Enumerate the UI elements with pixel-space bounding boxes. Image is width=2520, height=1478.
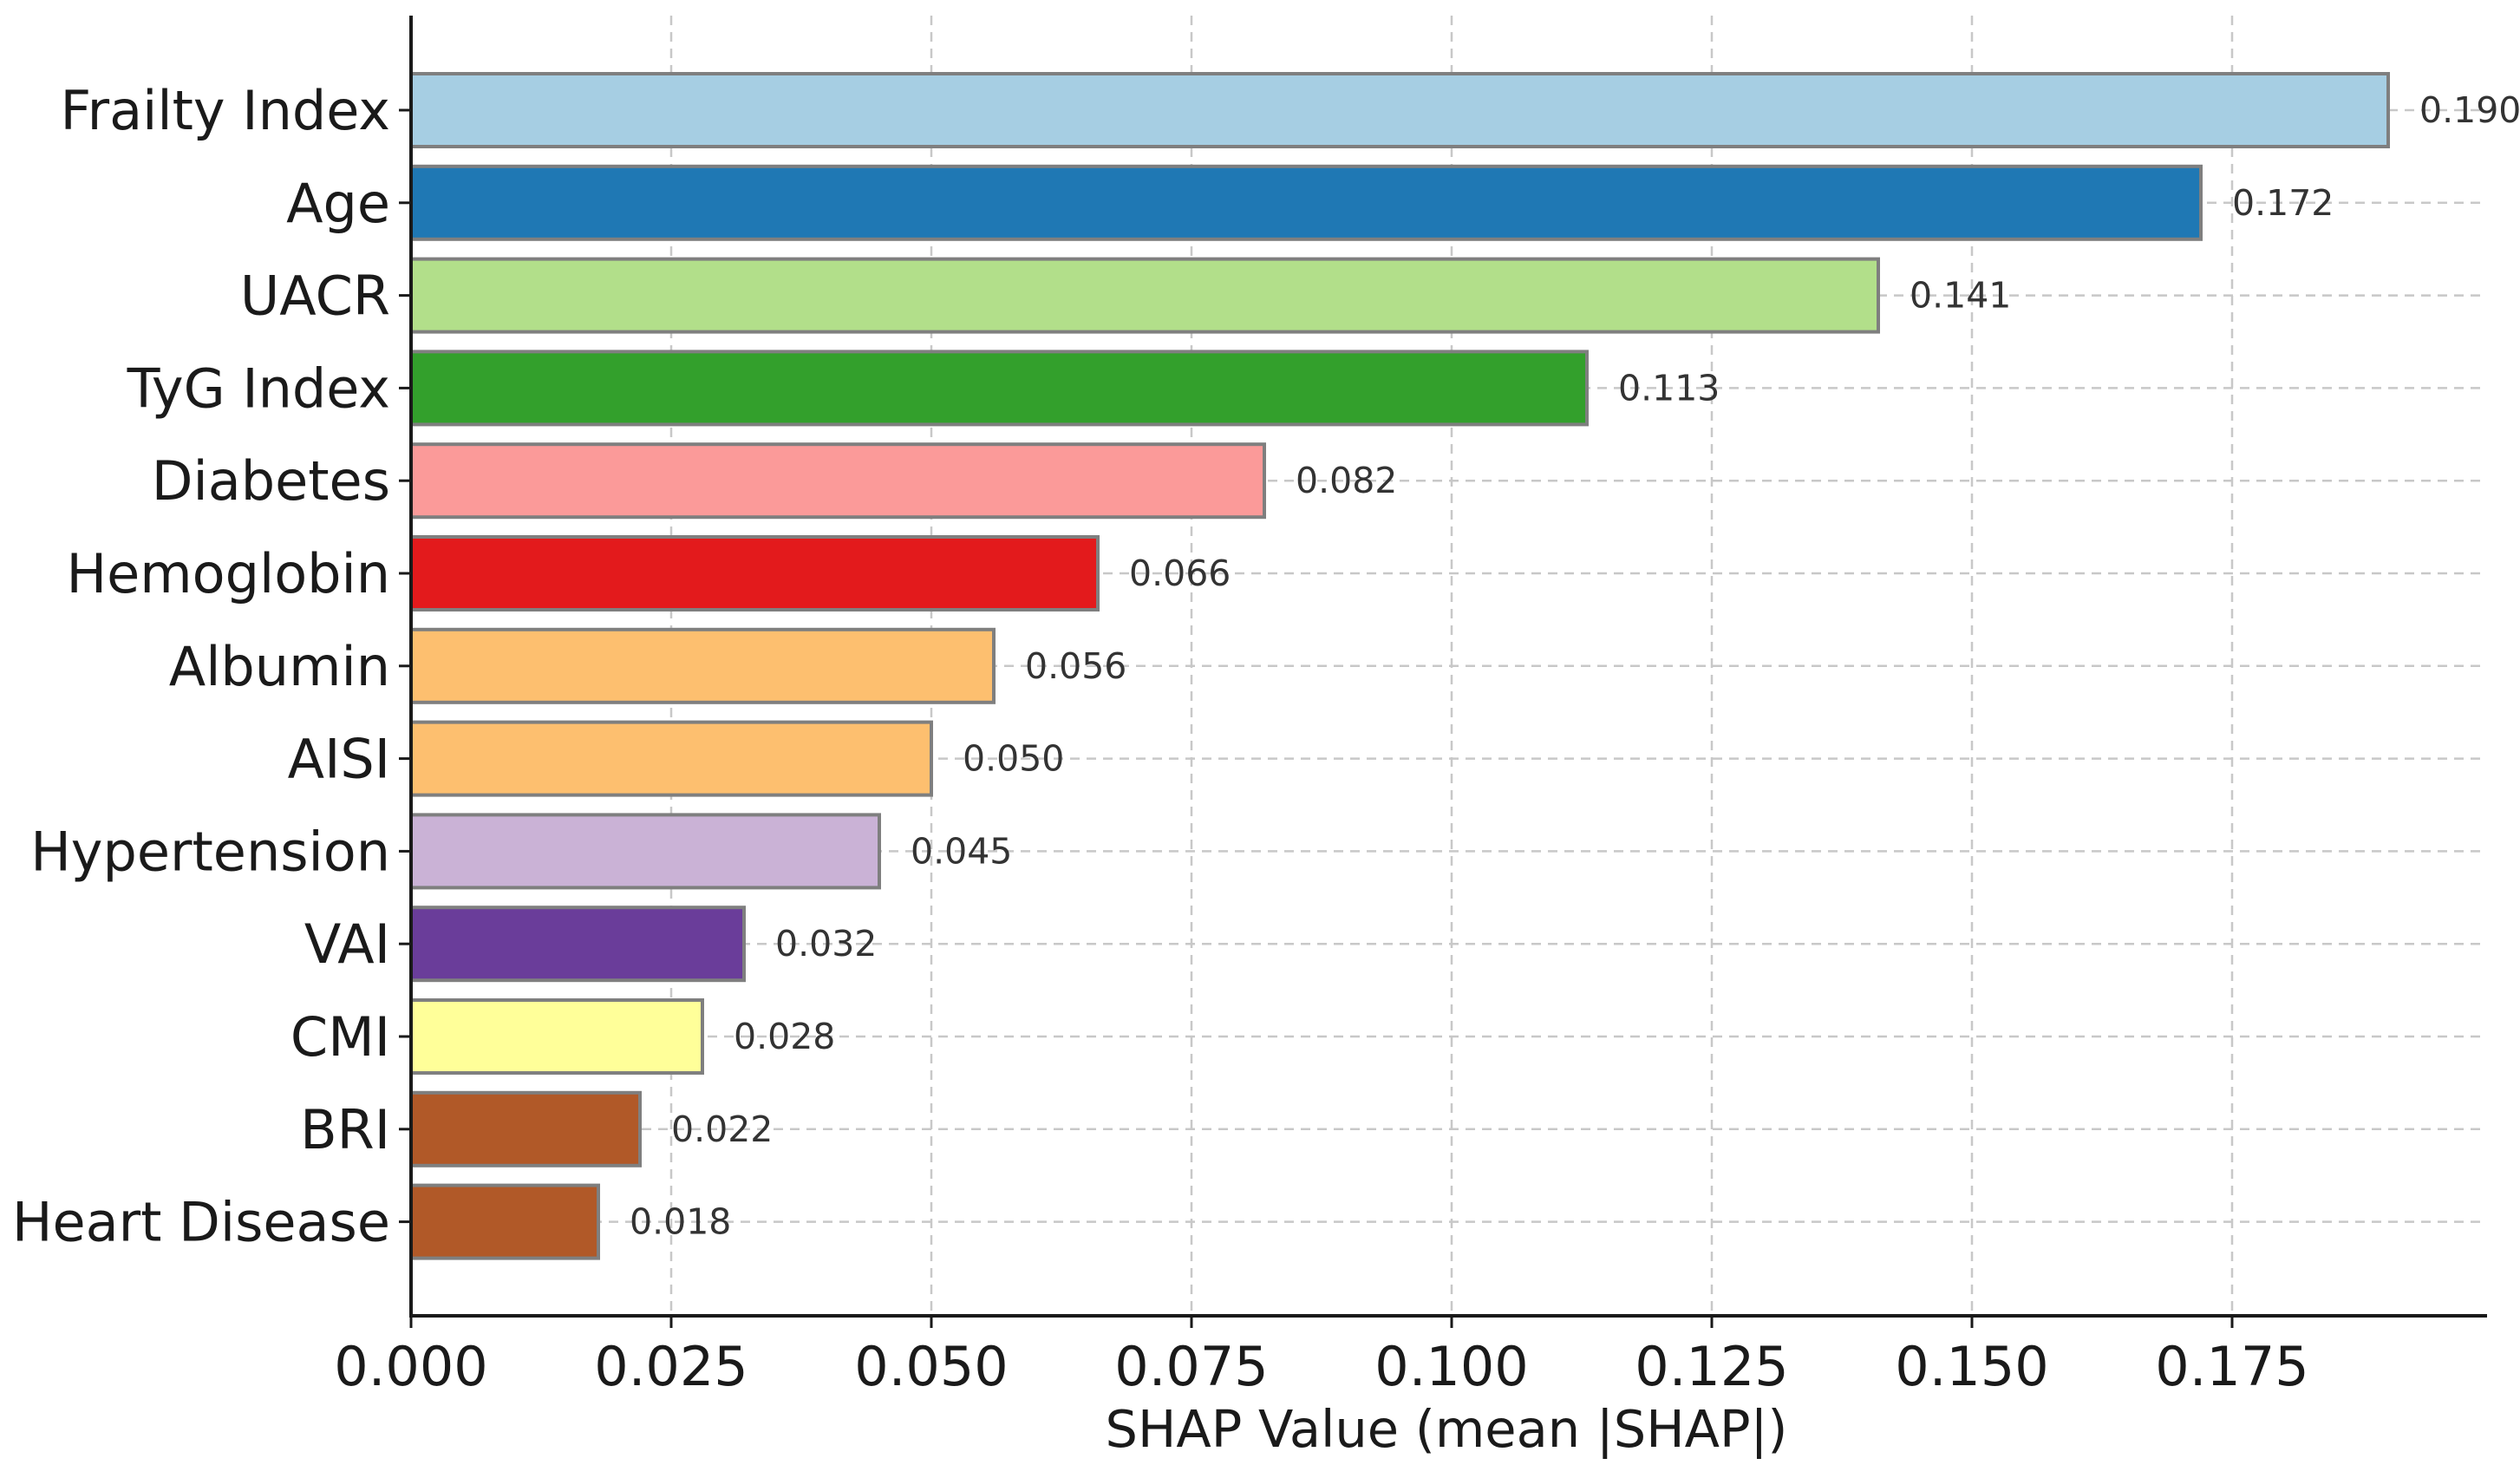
bar-hypertension (409, 813, 881, 890)
y-tick-label: Heart Disease (12, 1191, 390, 1254)
bar-value-label: 0.066 (1129, 553, 1231, 594)
y-tick-label: UACR (240, 265, 390, 328)
y-tick-label: VAI (304, 912, 390, 976)
bars (409, 72, 2390, 1260)
bar-value-label: 0.172 (2232, 182, 2334, 224)
bar-value-label: 0.056 (1025, 645, 1126, 687)
bar-heart-disease (409, 1183, 600, 1260)
y-tick-label: BRI (300, 1098, 390, 1161)
bar-aisi (409, 720, 933, 797)
y-tick-label: Age (286, 172, 390, 235)
bar-value-label: 0.050 (963, 738, 1064, 780)
bar-value-label: 0.018 (630, 1201, 731, 1243)
bar-value-label: 0.082 (1296, 460, 1397, 501)
x-tick-label: 0.000 (334, 1335, 488, 1398)
bar-value-label: 0.028 (734, 1016, 835, 1057)
y-tick-label: AISI (288, 728, 390, 791)
bar-frailty-index (409, 72, 2390, 148)
bar-value-label: 0.190 (2419, 89, 2520, 131)
x-tick-label: 0.050 (854, 1335, 1009, 1398)
bar-tyg-index (409, 350, 1589, 427)
bar-cmi (409, 998, 704, 1075)
bar-value-label: 0.113 (1618, 367, 1720, 409)
bar-value-label: 0.141 (1910, 275, 2011, 317)
y-tick-label: TyG Index (127, 356, 390, 420)
bar-uacr (409, 257, 1880, 334)
x-tick-label: 0.075 (1114, 1335, 1269, 1398)
y-tick-label: CMI (291, 1005, 390, 1069)
bar-value-label: 0.032 (775, 923, 877, 965)
bar-vai (409, 906, 746, 983)
x-tick-label: 0.175 (2155, 1335, 2309, 1398)
y-tick-label: Diabetes (152, 449, 390, 513)
y-tick-label: Hypertension (30, 820, 390, 883)
y-tick-label: Albumin (169, 635, 390, 698)
bar-value-label: 0.045 (911, 830, 1012, 872)
labels: Frailty Index 0.190 Age 0.172 UACR 0.141 TyG I… (12, 79, 2520, 1398)
y-tick-label: Frailty Index (61, 79, 390, 142)
bar-age (409, 164, 2203, 241)
bar-hemoglobin (409, 535, 1100, 611)
bar-diabetes (409, 442, 1266, 520)
bar-value-label: 0.022 (671, 1108, 773, 1150)
x-tick-label: 0.100 (1374, 1335, 1529, 1398)
x-tick-label: 0.025 (594, 1335, 748, 1398)
axes (399, 16, 2487, 1328)
y-tick-label: Hemoglobin (67, 542, 390, 605)
x-axis-title: SHAP Value (mean |SHAP|) (1106, 1399, 1788, 1459)
x-tick-label: 0.150 (1895, 1335, 2049, 1398)
x-tick-label: 0.125 (1635, 1335, 1789, 1398)
bar-bri (409, 1090, 642, 1167)
bar-albumin (409, 627, 996, 704)
